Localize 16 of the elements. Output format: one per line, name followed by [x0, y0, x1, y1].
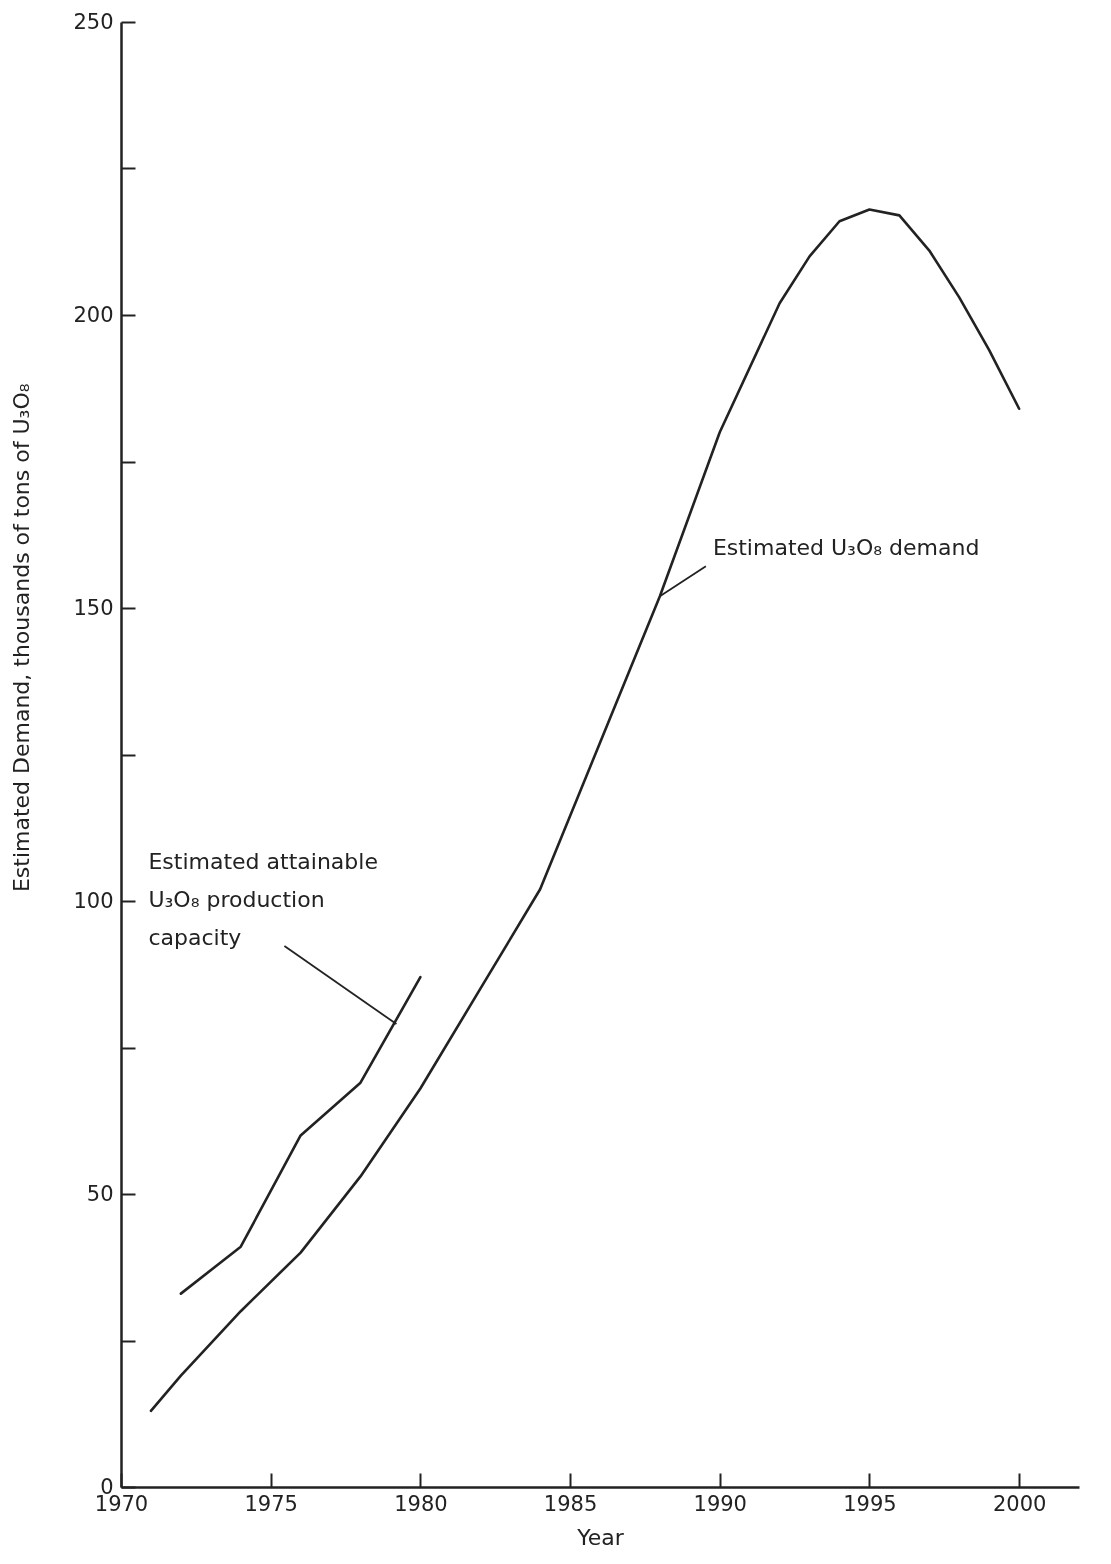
x-tick-label: 1985 — [543, 1491, 598, 1516]
x-tick-label: 1975 — [244, 1491, 298, 1516]
y-tick-label: 150 — [73, 595, 114, 620]
x-tick-label: 1990 — [693, 1491, 747, 1516]
annotation: Estimated attainable U₃O₈ production capacity — [148, 849, 378, 951]
x-tick-label: 2000 — [992, 1491, 1047, 1516]
y-axis-title: Estimated Demand, thousands of tons of U₃O₈ — [8, 383, 34, 893]
x-axis-title: Year — [576, 1524, 625, 1550]
annotation: Estimated U₃O₈ demand — [712, 535, 980, 561]
y-tick-label: 50 — [86, 1181, 114, 1206]
y-tick-label: 200 — [73, 302, 114, 327]
y-tick-label: 250 — [73, 9, 114, 34]
line-series — [149, 208, 1021, 1413]
x-tick-label: 1980 — [394, 1491, 448, 1516]
x-tick-label: 1995 — [843, 1491, 897, 1516]
y-tick-label: 100 — [73, 888, 114, 913]
